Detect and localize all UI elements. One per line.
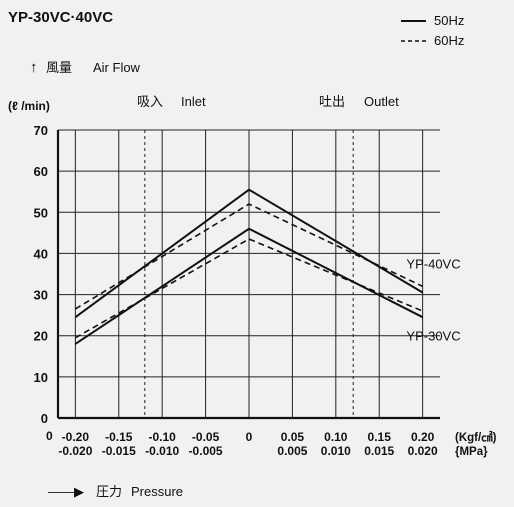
outlet-label-en: Outlet: [364, 94, 399, 109]
x-axis-arrow-icon: ——▶: [48, 484, 84, 499]
x-tick-label-mpa-3: -0.005: [189, 444, 223, 458]
x-unit-kgf: (Kgf/㎠): [455, 430, 497, 444]
x-axis-label-jp: 圧力: [96, 484, 122, 499]
x-axis-label-en: Pressure: [131, 484, 183, 499]
y-tick-label-6: 60: [34, 164, 48, 179]
x-tick-label-mpa-2: -0.010: [145, 444, 179, 458]
series-label-1: YP-30VC: [406, 329, 460, 344]
x-tick-label-kgf-1: -0.15: [105, 430, 133, 444]
x-tick-label-mpa-8: 0.020: [408, 444, 438, 458]
y-tick-label-2: 20: [34, 329, 48, 344]
y-tick-label-5: 50: [34, 205, 48, 220]
legend-label-50hz: 50Hz: [434, 13, 464, 28]
series-line-1: [74, 203, 423, 310]
x-tick-label-mpa-7: 0.015: [364, 444, 394, 458]
y-tick-label-7: 70: [34, 123, 48, 138]
series-lines: [74, 188, 424, 345]
x-tick-label-mpa-6: 0.010: [321, 444, 351, 458]
axes: [56, 130, 440, 420]
x-tick-label-mpa-5: 0.005: [277, 444, 307, 458]
inlet-label-jp: 吸入: [137, 94, 163, 109]
x-tick-label-kgf-8: 0.20: [411, 430, 435, 444]
y-axis-unit: (ℓ /min): [8, 99, 50, 113]
y-tick-label-1: 10: [34, 370, 48, 385]
x-tick-label-kgf-2: -0.10: [149, 430, 177, 444]
x-tick-label-mpa-0: -0.020: [58, 444, 92, 458]
series-line-3: [74, 238, 423, 339]
x-tick-label-kgf-7: 0.15: [368, 430, 392, 444]
x-tick-label-kgf-3: -0.05: [192, 430, 220, 444]
series-label-0: YP-40VC: [406, 257, 460, 272]
y-tick-labels: 0 10 20 30 40 50 60 70: [34, 123, 48, 426]
region-dividers: [144, 130, 354, 418]
x-tick-label-kgf-0: -0.20: [62, 430, 90, 444]
x-tick-label-kgf-6: 0.10: [324, 430, 348, 444]
legend-label-60hz: 60Hz: [434, 33, 464, 48]
inlet-label-en: Inlet: [181, 94, 206, 109]
x-tick-labels: -0.20-0.020 -0.15-0.015 -0.10-0.010 -0.05-0…: [58, 430, 438, 458]
series-labels: YP-40VC YP-30VC: [406, 257, 460, 344]
y-tick-label-3: 30: [34, 288, 48, 303]
y-axis-label-jp: 風量: [46, 60, 72, 75]
x-unit-mpa: {MPa}: [455, 446, 488, 458]
x-tick-label-kgf-4: 0: [246, 430, 253, 444]
y-tick-label-4: 40: [34, 246, 48, 261]
grid: [58, 129, 440, 419]
x-tick-label-kgf-5: 0.05: [281, 430, 305, 444]
x-origin-label: 0: [46, 429, 53, 443]
legend: 50Hz 60Hz: [401, 13, 464, 48]
outlet-label-jp: 吐出: [319, 94, 345, 109]
chart-title: YP-30VC·40VC: [8, 9, 113, 26]
x-tick-label-mpa-1: -0.015: [102, 444, 136, 458]
y-axis-arrow-icon: ↑: [30, 59, 38, 76]
y-tick-label-0: 0: [41, 411, 48, 426]
y-axis-label-en: Air Flow: [93, 60, 141, 75]
